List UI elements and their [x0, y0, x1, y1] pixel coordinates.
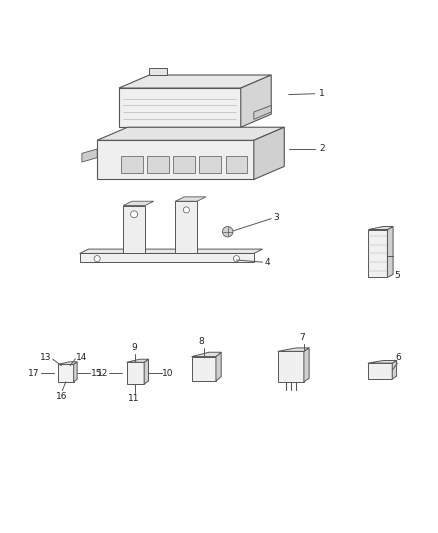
Polygon shape: [58, 362, 77, 365]
Polygon shape: [147, 156, 169, 173]
Text: 4: 4: [265, 257, 270, 266]
Polygon shape: [368, 230, 388, 277]
Polygon shape: [58, 365, 74, 382]
Polygon shape: [278, 348, 309, 351]
Polygon shape: [149, 68, 167, 75]
Polygon shape: [123, 206, 145, 254]
Polygon shape: [173, 156, 195, 173]
Text: 7: 7: [299, 333, 304, 342]
Text: 1: 1: [319, 89, 325, 98]
Text: 12: 12: [97, 369, 108, 377]
Text: 5: 5: [394, 271, 400, 280]
Polygon shape: [388, 227, 393, 277]
Polygon shape: [392, 360, 396, 379]
Polygon shape: [119, 75, 271, 88]
Polygon shape: [368, 363, 392, 379]
Text: 11: 11: [128, 394, 140, 403]
Text: 10: 10: [162, 369, 174, 377]
Circle shape: [233, 256, 240, 262]
Polygon shape: [304, 348, 309, 382]
Polygon shape: [191, 357, 216, 381]
Polygon shape: [80, 254, 254, 262]
Circle shape: [184, 207, 189, 213]
Polygon shape: [119, 88, 241, 127]
Polygon shape: [127, 362, 144, 384]
Polygon shape: [82, 149, 97, 162]
Polygon shape: [199, 156, 221, 173]
Polygon shape: [254, 106, 271, 119]
Text: 16: 16: [56, 392, 67, 401]
Text: 14: 14: [76, 353, 88, 362]
Text: 9: 9: [131, 343, 137, 352]
Polygon shape: [74, 362, 77, 382]
Circle shape: [223, 227, 233, 237]
Text: 6: 6: [396, 353, 402, 362]
Circle shape: [94, 256, 100, 262]
Text: 3: 3: [273, 213, 279, 222]
Polygon shape: [254, 127, 284, 180]
Polygon shape: [241, 75, 271, 127]
Text: 8: 8: [199, 337, 205, 346]
Polygon shape: [123, 201, 154, 206]
Polygon shape: [80, 249, 262, 254]
Polygon shape: [97, 140, 254, 180]
Circle shape: [131, 211, 138, 218]
Polygon shape: [121, 156, 143, 173]
Polygon shape: [368, 227, 393, 230]
Text: 17: 17: [28, 369, 40, 377]
Polygon shape: [127, 359, 148, 362]
Polygon shape: [97, 127, 284, 140]
Text: 13: 13: [40, 353, 52, 362]
Polygon shape: [191, 352, 221, 357]
Polygon shape: [176, 201, 197, 254]
Polygon shape: [278, 351, 304, 382]
Polygon shape: [226, 156, 247, 173]
Polygon shape: [176, 197, 206, 201]
Text: 15: 15: [91, 369, 102, 377]
Text: 2: 2: [319, 144, 325, 154]
Polygon shape: [216, 352, 221, 381]
Polygon shape: [144, 359, 148, 384]
Polygon shape: [368, 360, 396, 363]
